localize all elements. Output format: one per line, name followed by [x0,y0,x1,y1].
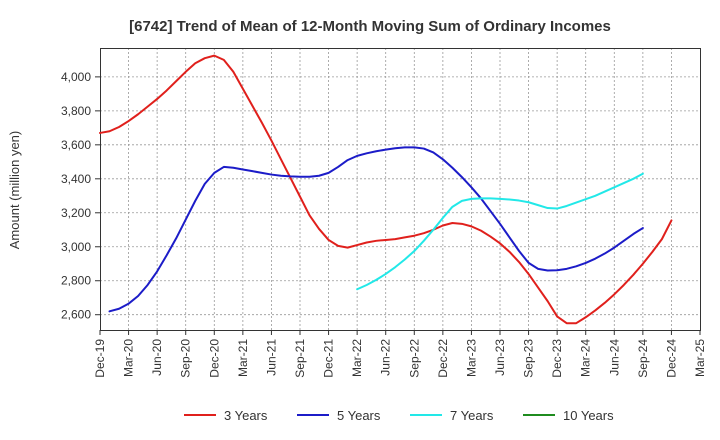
x-tick-label: Jun-23 [493,339,507,376]
legend-item-10-years: 10 Years [523,408,614,423]
x-tick-label: Dec-20 [207,339,221,378]
y-tick-label: 3,200 [61,206,91,220]
x-tick-label: Sep-21 [293,339,307,378]
x-tick-label: Mar-25 [693,339,707,377]
legend: 3 Years 5 Years 7 Years 10 Years [184,408,614,423]
x-tick-label: Jun-20 [150,339,164,376]
plot-area-border [100,48,701,331]
legend-label: 10 Years [563,408,614,423]
legend-label: 5 Years [337,408,381,423]
series-line-5-years [108,146,644,313]
x-tick-label: Jun-22 [379,339,393,376]
x-tick-label: Dec-19 [93,339,107,378]
legend-label: 3 Years [224,408,268,423]
legend-item-3-years: 3 Years [184,408,268,423]
x-tick-label: Mar-21 [236,339,250,377]
y-tick-label: 2,600 [61,308,91,322]
series-line-7-years [356,172,644,291]
grid-layer [100,48,700,330]
x-tick-label: Mar-24 [579,339,593,377]
x-tick-label: Sep-24 [636,339,650,378]
y-tick-label: 3,000 [61,240,91,254]
x-tick-label: Sep-22 [407,339,421,378]
x-tick-label: Dec-21 [322,339,336,378]
x-tick-label: Jun-24 [607,339,621,376]
y-tick-label: 3,600 [61,138,91,152]
x-tick-label: Dec-24 [664,339,678,378]
chart-title: [6742] Trend of Mean of 12-Month Moving … [129,18,611,35]
x-tick-label: Mar-20 [122,339,136,377]
x-tick-label: Mar-23 [464,339,478,377]
x-tick-label: Sep-23 [522,339,536,378]
x-tick-label: Dec-22 [436,339,450,378]
legend-item-7-years: 7 Years [410,408,494,423]
x-tick-label: Jun-21 [264,339,278,376]
y-tick-label: 3,400 [61,172,91,186]
y-axis-label: Amount (million yen) [7,131,22,250]
y-tick-label: 3,800 [61,104,91,118]
y-axis: 2,600 2,800 3,000 3,200 3,400 3,600 3,800 4,000 [61,70,100,322]
legend-label: 7 Years [450,408,494,423]
x-tick-label: Mar-22 [350,339,364,377]
y-tick-label: 4,000 [61,70,91,84]
x-axis: Dec-19 Mar-20 Jun-20 Sep-20 Dec-20 Mar-21 Jun-… [93,330,707,378]
series-line-3-years [99,54,673,325]
y-tick-label: 2,800 [61,274,91,288]
legend-item-5-years: 5 Years [297,408,381,423]
x-tick-label: Sep-20 [179,339,193,378]
series-layer [99,54,673,325]
x-tick-label: Dec-23 [550,339,564,378]
